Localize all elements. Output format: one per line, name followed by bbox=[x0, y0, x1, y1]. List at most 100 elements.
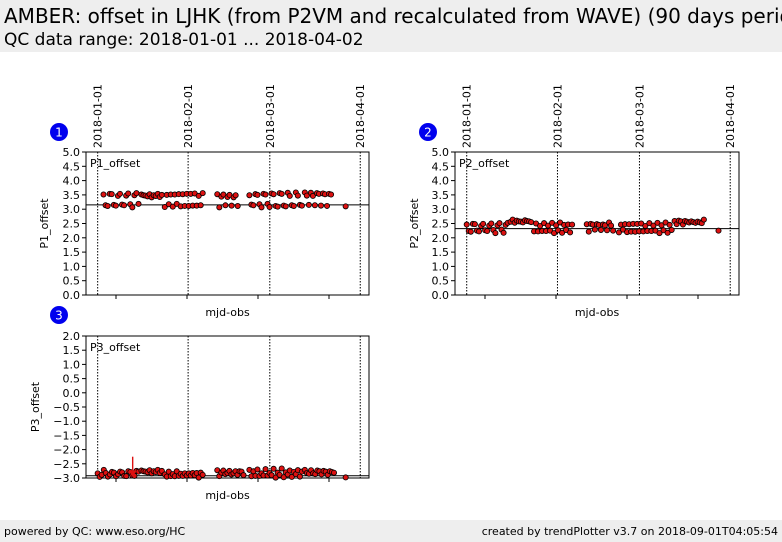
y-axis-label: P1_offset bbox=[38, 198, 51, 249]
y-tick-label: −2.0 bbox=[53, 444, 80, 457]
data-point bbox=[309, 192, 316, 199]
data-point bbox=[328, 191, 335, 198]
series-name-label: P1_offset bbox=[90, 157, 141, 170]
y-tick-label: 5.0 bbox=[432, 146, 450, 159]
plot-area bbox=[85, 151, 370, 296]
data-point bbox=[500, 229, 507, 236]
y-tick-label: 1.0 bbox=[432, 260, 450, 273]
data-point bbox=[240, 472, 247, 479]
data-point bbox=[585, 228, 592, 235]
y-tick-label: 3.0 bbox=[63, 203, 81, 216]
data-point bbox=[228, 202, 235, 209]
date-tick-label: 2018-03-01 bbox=[264, 84, 277, 148]
y-tick-label: 3.0 bbox=[432, 203, 450, 216]
data-point bbox=[104, 202, 111, 209]
data-point bbox=[250, 202, 257, 209]
data-point bbox=[608, 222, 615, 229]
data-point bbox=[234, 202, 241, 209]
data-point bbox=[567, 229, 574, 236]
data-point bbox=[604, 227, 611, 234]
data-point bbox=[262, 191, 269, 198]
data-point bbox=[262, 466, 269, 473]
data-point bbox=[715, 227, 722, 234]
y-tick-label: 0.0 bbox=[63, 289, 81, 302]
panel-number-badge bbox=[50, 306, 68, 324]
data-point bbox=[610, 227, 617, 234]
y-tick-label: 4.0 bbox=[63, 175, 81, 188]
panel-number-label: 1 bbox=[55, 126, 63, 140]
data-point bbox=[484, 228, 491, 235]
data-point bbox=[246, 192, 253, 199]
data-point bbox=[135, 200, 142, 207]
data-point bbox=[597, 226, 604, 233]
data-point bbox=[471, 221, 478, 228]
y-tick-label: 1.5 bbox=[432, 246, 450, 259]
y-tick-label: 4.0 bbox=[432, 175, 450, 188]
data-point bbox=[658, 222, 665, 229]
data-point bbox=[559, 229, 566, 236]
data-point bbox=[296, 473, 303, 480]
y-tick-label: 0.5 bbox=[432, 275, 450, 288]
data-point bbox=[288, 473, 295, 480]
date-tick-label: 2018-01-01 bbox=[461, 84, 474, 148]
data-point bbox=[290, 202, 297, 209]
data-point bbox=[330, 469, 337, 476]
y-tick-label: 0.0 bbox=[432, 289, 450, 302]
plot-area bbox=[85, 335, 370, 479]
panel-number-badge bbox=[50, 123, 68, 141]
data-point bbox=[488, 220, 495, 227]
data-point bbox=[254, 191, 261, 198]
outlier-arrow-head bbox=[128, 470, 137, 477]
data-point bbox=[463, 221, 470, 228]
data-point bbox=[161, 204, 168, 211]
data-point bbox=[615, 229, 622, 236]
x-axis-label: mjd-obs bbox=[205, 489, 250, 502]
data-point bbox=[601, 222, 608, 229]
data-point bbox=[272, 474, 279, 481]
series-name-label: P3_offset bbox=[90, 341, 141, 354]
data-point bbox=[222, 202, 229, 209]
page-subtitle: QC data range: 2018-01-01 ... 2018-04-02 bbox=[4, 30, 364, 50]
y-tick-label: −0.5 bbox=[53, 401, 80, 414]
y-axis-label: P2_offset bbox=[408, 198, 421, 249]
data-point bbox=[169, 203, 176, 210]
chart-panel-1: 0.00.5 1.01.52.02.5 3.03.54.0 4.55.0 2018-01… bbox=[38, 84, 370, 319]
x-axis-label: mjd-obs bbox=[575, 306, 620, 319]
data-point bbox=[199, 190, 206, 197]
data-point bbox=[100, 191, 107, 198]
y-tick-label: 2.0 bbox=[432, 232, 450, 245]
plots-canvas: 0.00.51.01.52.02.53.03.54.04.55.02018-01… bbox=[29, 84, 740, 502]
y-tick-label: −1.5 bbox=[53, 429, 80, 442]
data-point bbox=[195, 192, 202, 199]
data-point bbox=[553, 222, 560, 229]
data-point bbox=[311, 202, 318, 209]
data-point bbox=[258, 204, 265, 211]
y-tick-label: 0.5 bbox=[63, 275, 81, 288]
chart-panel-2: 0.00.5 1.01.52.02.5 3.03.54.0 4.55.0 2018-01… bbox=[408, 84, 740, 319]
chart-panel-3: −3.0−2.5−2.0 −1.5−1.0−0.50.00.5 1.01.52.0 P… bbox=[29, 306, 370, 502]
y-tick-label: 2.0 bbox=[63, 330, 81, 343]
y-tick-label: 2.0 bbox=[63, 232, 81, 245]
header-bar: AMBER: offset in LJHK (from P2VM and rec… bbox=[0, 0, 782, 52]
y-tick-label: 3.5 bbox=[63, 189, 81, 202]
data-point bbox=[270, 191, 277, 198]
y-tick-label: 1.5 bbox=[63, 246, 81, 259]
data-point bbox=[476, 228, 483, 235]
y-tick-label: 2.5 bbox=[432, 218, 450, 231]
data-point bbox=[278, 465, 285, 472]
data-point bbox=[591, 226, 598, 233]
data-point bbox=[280, 474, 287, 481]
date-tick-label: 2018-03-01 bbox=[633, 84, 646, 148]
data-point bbox=[270, 465, 277, 472]
page-title: AMBER: offset in LJHK (from P2VM and rec… bbox=[4, 4, 782, 28]
data-point bbox=[480, 220, 487, 227]
data-point bbox=[254, 466, 261, 473]
footer-bar: powered by QC: www.eso.org/HC created by… bbox=[0, 520, 782, 542]
y-tick-label: 3.5 bbox=[432, 189, 450, 202]
data-point bbox=[537, 222, 544, 229]
data-point bbox=[664, 229, 671, 236]
data-point bbox=[545, 222, 552, 229]
data-point bbox=[666, 221, 673, 228]
date-tick-label: 2018-04-01 bbox=[354, 84, 367, 148]
data-point bbox=[129, 204, 136, 211]
